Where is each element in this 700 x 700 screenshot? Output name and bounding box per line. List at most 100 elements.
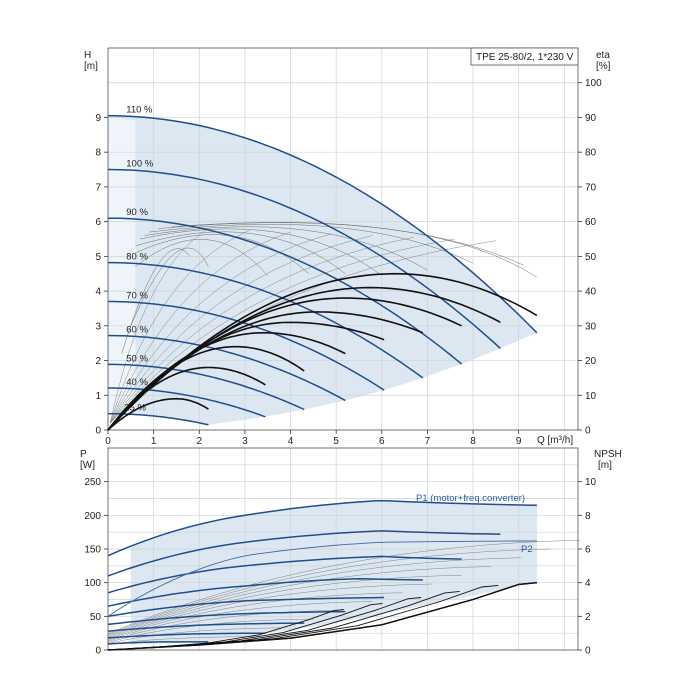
iso-efficiency-contour <box>121 248 191 354</box>
speed-curve-70pct <box>108 300 385 391</box>
efficiency-curve <box>107 345 305 431</box>
operating-region <box>108 115 537 425</box>
y-right-tick-label: 50 <box>585 252 597 263</box>
iso-efficiency-contour <box>130 247 209 326</box>
speed-curve-25pct <box>108 412 209 426</box>
y-left-tick-label: 6 <box>95 217 101 228</box>
p1-curve-80pct <box>107 577 423 607</box>
y-left-tick-label: 8 <box>95 148 101 159</box>
y-right-tick-label: 90 <box>585 113 597 124</box>
y-left-unit-top: [m] <box>84 61 98 72</box>
chart-labels: H [m] eta [%] Q [m³/h] P [W] NPSH [m] <box>80 50 622 471</box>
y-left-tick-label: 9 <box>95 113 101 124</box>
y-left-tick-label: 100 <box>84 578 101 589</box>
y-right-tick-label: 2 <box>585 612 591 623</box>
x-tick-label: 8 <box>470 436 476 447</box>
x-tick-label: 2 <box>196 436 202 447</box>
speed-curve-label: 50 % <box>126 353 148 364</box>
system-curve <box>110 235 373 424</box>
x-tick-label: 7 <box>425 436 431 447</box>
x-tick-label: 0 <box>105 436 111 447</box>
low-flow-band <box>108 115 136 414</box>
y-right-tick-label: 80 <box>585 148 597 159</box>
p2-fan-line <box>107 583 432 639</box>
y-right-tick-label: 10 <box>585 391 597 402</box>
p1-annotation: P1 (motor+freq.converter) <box>416 493 525 504</box>
speed-curve-label: 60 % <box>126 325 148 336</box>
y-left-label-top: H <box>84 50 91 61</box>
y-right-unit-top: [%] <box>596 61 611 72</box>
speed-curve-label: 90 % <box>126 207 148 218</box>
chart-title-box: TPE 25-80/2, 1*230 V <box>470 47 579 66</box>
system-curve <box>110 230 250 424</box>
y-left-unit-bottom: [W] <box>80 460 95 471</box>
speed-curve-50pct <box>108 363 305 411</box>
speed-curve-label: 110 % <box>126 105 153 116</box>
y-left-tick-label: 1 <box>95 391 101 402</box>
speed-curve-110pct <box>107 114 538 334</box>
p1-curve-40pct <box>107 632 266 639</box>
y-right-tick-label: 8 <box>585 511 591 522</box>
p2-annotation: P2 <box>521 544 533 555</box>
p2-fan-line <box>107 601 373 641</box>
y-left-tick-label: 3 <box>95 321 101 332</box>
system-curve <box>110 231 291 424</box>
y-right-tick-label: 40 <box>585 287 597 298</box>
power-npsh-plot: 0 50 100 150 200 250 0 2 4 6 8 10 <box>84 447 597 657</box>
speed-curve-90pct <box>108 217 463 365</box>
x-tick-label: 5 <box>333 436 339 447</box>
y-left-tick-label: 2 <box>95 356 101 367</box>
efficiency-curve <box>107 366 266 431</box>
iso-efficiency-contour <box>135 231 346 274</box>
speed-curve-60pct <box>107 334 346 402</box>
system-curve <box>110 237 414 424</box>
x-axis-label: Q [m³/h] <box>537 435 573 446</box>
p1-curve-100pct <box>107 530 501 577</box>
y-left-tick-label: 4 <box>95 287 101 298</box>
iso-efficiency-contour <box>139 228 382 276</box>
speed-curve-label: 80 % <box>126 252 148 263</box>
y-left-tick-label: 0 <box>95 426 101 437</box>
p2-fan-line <box>107 575 462 638</box>
speed-curve-label: 100 % <box>126 159 153 170</box>
system-curve <box>110 233 332 424</box>
y-left-tick-label: 50 <box>90 612 102 623</box>
y-left-tick-label: 7 <box>95 182 101 193</box>
p1-curve-90pct <box>107 555 462 594</box>
y-left-label-bottom: P <box>80 449 87 460</box>
efficiency-curve <box>107 397 209 431</box>
x-tick-label: 9 <box>516 436 522 447</box>
speed-curve-100pct <box>107 168 501 349</box>
p2-fan-line <box>107 557 521 636</box>
p2-fan-line <box>107 627 284 644</box>
p2-fan-line <box>107 540 581 634</box>
efficiency-curve <box>107 321 385 431</box>
speed-curve-40pct <box>108 387 266 418</box>
iso-efficiency-contour <box>171 222 538 278</box>
y-right-tick-label: 60 <box>585 217 597 228</box>
y-right-tick-label: 10 <box>585 477 597 488</box>
y-left-tick-label: 250 <box>84 477 101 488</box>
y-right-tick-label: 100 <box>585 78 602 89</box>
x-tick-label: 3 <box>242 436 248 447</box>
y-right-tick-label: 4 <box>585 578 591 589</box>
y-right-unit-bottom: [m] <box>598 460 612 471</box>
iso-efficiency-contour <box>144 226 428 271</box>
plot-frame <box>107 47 579 431</box>
system-curve <box>110 228 209 424</box>
p1-curve-70pct <box>107 596 385 618</box>
speed-curve-label: 70 % <box>126 291 148 302</box>
y-right-label-bottom: NPSH <box>594 449 622 460</box>
p2-fan-line <box>107 548 551 635</box>
y-right-tick-label: 0 <box>585 646 591 657</box>
x-tick-label: 6 <box>379 436 385 447</box>
y-right-tick-label: 0 <box>585 426 591 437</box>
p1-curve-50pct <box>107 622 305 632</box>
chart-title: TPE 25-80/2, 1*230 V <box>476 52 574 63</box>
x-tick-label: 4 <box>288 436 294 447</box>
y-right-tick-label: 6 <box>585 545 591 556</box>
y-right-tick-label: 70 <box>585 182 597 193</box>
y-left-tick-label: 5 <box>95 252 101 263</box>
